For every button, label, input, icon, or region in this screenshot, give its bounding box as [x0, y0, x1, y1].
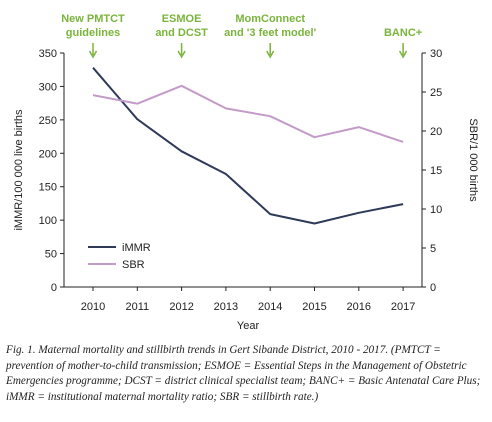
y-left-tick-label: 100: [39, 215, 57, 227]
y-left-tick-label: 200: [39, 148, 57, 160]
figure-caption: Fig. 1. Maternal mortality and stillbirt…: [6, 343, 486, 405]
x-axis-title: Year: [237, 320, 260, 332]
annotation-label: BANC+: [384, 27, 422, 39]
x-tick-label: 2012: [169, 301, 193, 313]
caption-text: Maternal mortality and stillbirth trends…: [6, 344, 481, 403]
series-line-immr: [92, 67, 404, 225]
y-left-tick-label: 150: [39, 182, 57, 194]
x-tick-label: 2014: [258, 301, 282, 313]
annotation-label: guidelines: [66, 27, 120, 39]
annotation-label: ESMOE: [162, 13, 202, 25]
annotation-arrow-head: [88, 50, 98, 59]
y-left-tick-label: 250: [39, 115, 57, 127]
x-tick-label: 2013: [214, 301, 238, 313]
y-right-tick-label: 30: [430, 48, 442, 60]
annotation-label: and DCST: [155, 27, 208, 39]
y-right-tick-label: 25: [430, 87, 442, 99]
annotation-arrow-head: [398, 50, 408, 59]
figure-chart: New PMTCT guidelines ESMOE and DCST MomConne…: [13, 13, 479, 332]
annotation-label: New PMTCT: [61, 13, 125, 25]
x-tick-label: 2016: [347, 301, 371, 313]
y-right-tick-label: 0: [430, 282, 436, 294]
series-line-sbr: [92, 84, 404, 143]
axes: 0 50 100 150 200 250 300 350 0 5 10 15 20 25 30 2010 201…: [39, 48, 443, 313]
x-tick-label: 2017: [391, 301, 415, 313]
annotations: New PMTCT guidelines ESMOE and DCST MomConne…: [61, 13, 422, 59]
legend-label-immr: iMMR: [122, 242, 151, 254]
y-right-tick-label: 10: [430, 204, 442, 216]
y-left-tick-label: 300: [39, 81, 57, 93]
y-right-tick-label: 15: [430, 165, 442, 177]
y-left-tick-label: 0: [51, 282, 57, 294]
y-left-tick-label: 350: [39, 48, 57, 60]
series-layer: [92, 67, 404, 225]
legend-label-sbr: SBR: [122, 259, 145, 271]
x-tick-label: 2010: [81, 301, 105, 313]
caption-lead: Fig. 1.: [6, 344, 36, 356]
y-axis-left-title: iMMR/100 000 live births: [13, 109, 25, 231]
y-right-tick-label: 5: [430, 243, 436, 255]
annotation-arrow-head: [177, 50, 186, 59]
y-left-tick-label: 50: [45, 249, 57, 261]
y-right-tick-label: 20: [430, 126, 442, 138]
annotation-label: and '3 feet model': [224, 27, 316, 39]
x-tick-label: 2011: [125, 301, 149, 313]
x-tick-label: 2015: [302, 301, 326, 313]
legend: iMMR SBR: [88, 242, 151, 271]
annotation-arrow-head: [266, 50, 275, 59]
y-axis-right-title: SBR/1 000 births: [467, 118, 479, 202]
annotation-label: MomConnect: [235, 13, 305, 25]
